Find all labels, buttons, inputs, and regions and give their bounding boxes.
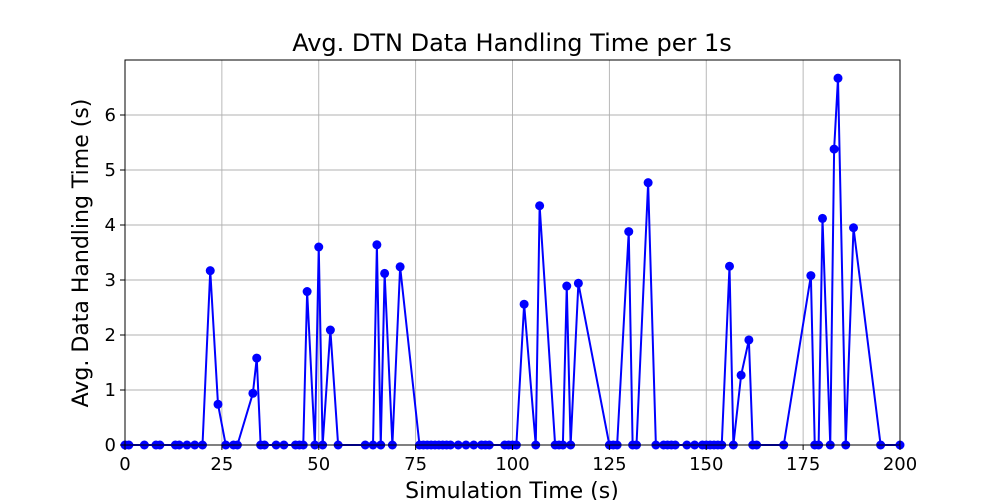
x-tick-label: 100: [495, 454, 529, 475]
x-tick-label: 200: [883, 454, 917, 475]
x-tick-label: 50: [307, 454, 330, 475]
data-point: [829, 144, 839, 154]
y-tick-label: 6: [105, 105, 116, 126]
data-point: [736, 370, 746, 380]
data-point: [833, 73, 843, 83]
data-point: [314, 242, 324, 252]
y-tick-label: 4: [105, 215, 116, 236]
y-tick-label: 5: [105, 160, 116, 181]
x-axis-label: Simulation Time (s): [405, 479, 619, 500]
data-point: [252, 353, 262, 363]
x-tick-label: 25: [210, 454, 233, 475]
y-tick-label: 1: [105, 380, 116, 401]
data-point: [624, 227, 634, 237]
x-tick-label: 0: [119, 454, 130, 475]
data-point: [744, 335, 754, 345]
data-point: [643, 178, 653, 188]
data-point: [725, 261, 734, 271]
data-point: [535, 201, 545, 211]
x-tick-label: 125: [592, 454, 626, 475]
data-point: [806, 271, 816, 281]
y-tick-label: 2: [105, 325, 116, 346]
data-point: [325, 325, 335, 335]
data-point: [573, 278, 583, 288]
y-axis: 0 1 2 3 4 5 6: [105, 105, 125, 456]
data-point: [562, 281, 572, 291]
data-point: [380, 268, 390, 278]
x-tick-label: 175: [786, 454, 820, 475]
data-point: [205, 266, 215, 276]
x-axis: 0 25 50 75 100 125 150 175 200: [119, 445, 917, 475]
data-point: [372, 240, 382, 250]
chart-title: Avg. DTN Data Handling Time per 1s: [292, 29, 732, 57]
data-point: [213, 399, 223, 409]
data-point: [818, 213, 827, 223]
data-point: [849, 223, 858, 233]
data-point: [302, 287, 312, 297]
data-point: [395, 262, 405, 272]
y-tick-label: 3: [105, 270, 116, 291]
x-tick-label: 75: [404, 454, 427, 475]
y-axis-label: Avg. Data Handling Time (s): [69, 99, 94, 408]
data-point: [248, 388, 258, 398]
data-point: [519, 299, 529, 309]
y-tick-label: 0: [105, 435, 116, 456]
x-tick-label: 150: [689, 454, 723, 475]
